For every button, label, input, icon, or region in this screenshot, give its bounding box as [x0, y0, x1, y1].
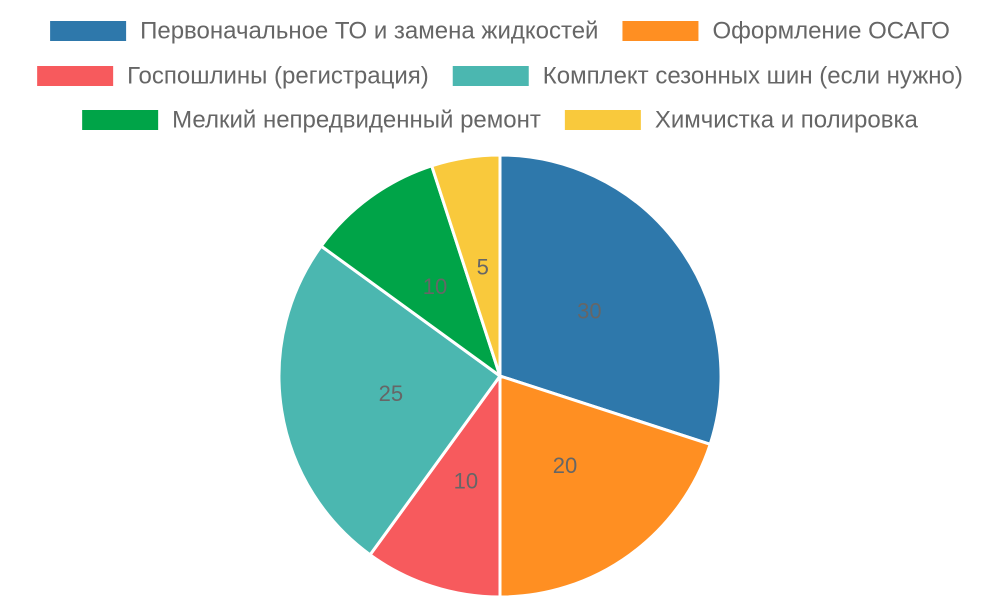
- legend-swatch: [622, 21, 699, 41]
- legend-item[interactable]: Оформление ОСАГО: [622, 18, 950, 45]
- pie-slices: [277, 153, 723, 599]
- legend-swatch: [564, 110, 641, 130]
- slice-value-label: 30: [577, 299, 601, 324]
- slice-value-labels: 30 20 10 25 10 5: [379, 254, 602, 493]
- slice-value-label: 25: [379, 381, 403, 406]
- slice-value-label: 10: [423, 274, 447, 299]
- legend-item[interactable]: Госпошлины (регистрация): [37, 63, 429, 90]
- legend-swatch: [37, 66, 114, 86]
- legend-label: Химчистка и полировка: [655, 107, 919, 134]
- legend-label: Первоначальное ТО и замена жидкостей: [140, 18, 598, 45]
- pie-slice[interactable]: [498, 374, 712, 599]
- legend-item[interactable]: Первоначальное ТО и замена жидкостей: [50, 18, 598, 45]
- pie-slice[interactable]: [430, 153, 502, 378]
- slice-value-label: 5: [477, 254, 489, 279]
- legend-item[interactable]: Комплект сезонных шин (если нужно): [452, 63, 963, 90]
- legend-item[interactable]: Мелкий непредвиденный ремонт: [82, 107, 541, 134]
- legend-swatch: [452, 66, 529, 86]
- legend-swatch: [82, 110, 159, 130]
- legend-label: Комплект сезонных шин (если нужно): [543, 63, 963, 90]
- legend-label: Госпошлины (регистрация): [127, 63, 429, 90]
- slice-value-label: 10: [454, 469, 478, 494]
- pie-slice[interactable]: [277, 244, 502, 557]
- pie-slice[interactable]: [498, 153, 723, 446]
- legend-label: Оформление ОСАГО: [712, 18, 949, 45]
- legend-swatch: [50, 21, 127, 41]
- slice-value-label: 20: [553, 453, 577, 478]
- pie-slice[interactable]: [319, 164, 502, 378]
- chart-legend: Первоначальное ТО и замена жидкостей Офор…: [37, 18, 963, 134]
- legend-label: Мелкий непредвиденный ремонт: [172, 107, 541, 134]
- pie-slice[interactable]: [368, 374, 502, 599]
- legend-item[interactable]: Химчистка и полировка: [564, 107, 919, 134]
